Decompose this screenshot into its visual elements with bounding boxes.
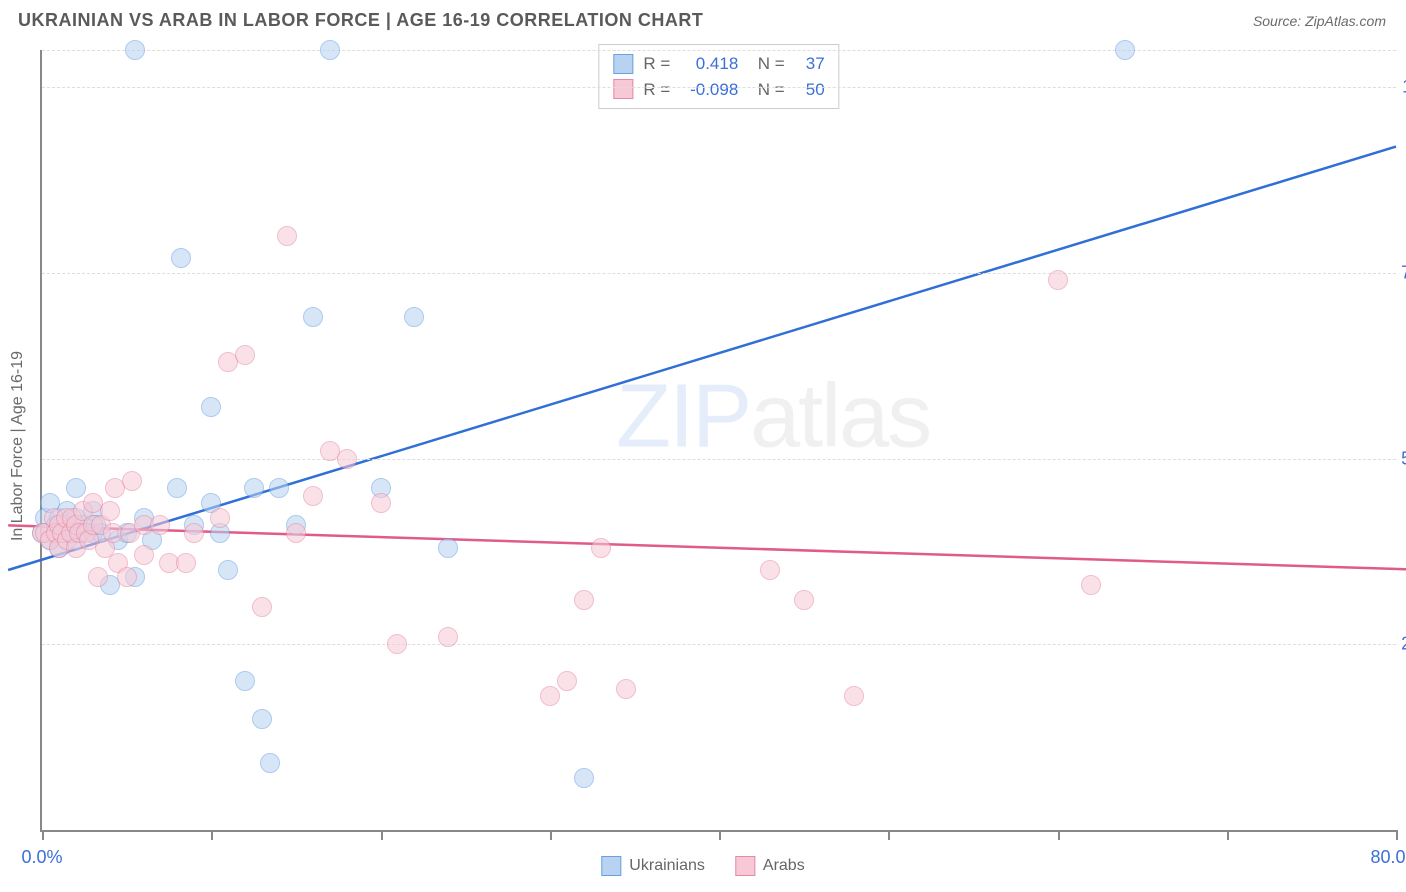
x-tick bbox=[211, 830, 213, 840]
scatter-point-arabs bbox=[100, 501, 120, 521]
trend-lines bbox=[42, 50, 1396, 830]
scatter-point-ukrainians bbox=[201, 397, 221, 417]
gridline-h bbox=[42, 644, 1396, 645]
scatter-point-arabs bbox=[387, 634, 407, 654]
scatter-point-arabs bbox=[88, 567, 108, 587]
n-label: N = bbox=[748, 77, 784, 103]
scatter-point-ukrainians bbox=[438, 538, 458, 558]
scatter-point-arabs bbox=[438, 627, 458, 647]
scatter-point-arabs bbox=[337, 449, 357, 469]
watermark: ZIPatlas bbox=[616, 365, 930, 468]
scatter-chart: ZIPatlas R = 0.418 N = 37 R = -0.098 N =… bbox=[40, 50, 1396, 832]
scatter-point-arabs bbox=[117, 567, 137, 587]
gridline-h bbox=[42, 459, 1396, 460]
scatter-point-ukrainians bbox=[404, 307, 424, 327]
scatter-point-arabs bbox=[134, 545, 154, 565]
y-tick-label: 25.0% bbox=[1401, 634, 1406, 655]
scatter-point-arabs bbox=[591, 538, 611, 558]
n-value-arabs: 50 bbox=[795, 77, 825, 103]
x-tick bbox=[42, 830, 44, 840]
scatter-point-ukrainians bbox=[125, 40, 145, 60]
scatter-point-ukrainians bbox=[244, 478, 264, 498]
x-tick bbox=[719, 830, 721, 840]
scatter-point-arabs bbox=[303, 486, 323, 506]
legend-swatch-arabs bbox=[735, 856, 755, 876]
x-tick bbox=[550, 830, 552, 840]
legend-item-arabs: Arabs bbox=[735, 856, 805, 876]
source-attribution: Source: ZipAtlas.com bbox=[1253, 13, 1386, 29]
x-tick bbox=[1227, 830, 1229, 840]
x-tick-label: 80.0% bbox=[1370, 847, 1406, 868]
y-axis-label: In Labor Force | Age 16-19 bbox=[9, 351, 27, 541]
scatter-point-arabs bbox=[122, 471, 142, 491]
scatter-point-ukrainians bbox=[66, 478, 86, 498]
scatter-point-arabs bbox=[557, 671, 577, 691]
scatter-point-arabs bbox=[210, 508, 230, 528]
legend: Ukrainians Arabs bbox=[601, 856, 804, 876]
r-label: R = bbox=[643, 77, 670, 103]
chart-header: UKRAINIAN VS ARAB IN LABOR FORCE | AGE 1… bbox=[0, 0, 1406, 39]
scatter-point-ukrainians bbox=[303, 307, 323, 327]
x-tick bbox=[381, 830, 383, 840]
watermark-prefix: ZIP bbox=[616, 366, 750, 466]
y-tick-label: 75.0% bbox=[1401, 262, 1406, 283]
scatter-point-ukrainians bbox=[252, 709, 272, 729]
scatter-point-arabs bbox=[235, 345, 255, 365]
chart-title: UKRAINIAN VS ARAB IN LABOR FORCE | AGE 1… bbox=[18, 10, 703, 31]
r-value-arabs: -0.098 bbox=[680, 77, 738, 103]
scatter-point-ukrainians bbox=[269, 478, 289, 498]
scatter-point-arabs bbox=[176, 553, 196, 573]
scatter-point-ukrainians bbox=[1115, 40, 1135, 60]
correlation-row-arabs: R = -0.098 N = 50 bbox=[613, 77, 824, 103]
scatter-point-ukrainians bbox=[320, 40, 340, 60]
legend-label-ukrainians: Ukrainians bbox=[629, 857, 705, 875]
scatter-point-arabs bbox=[574, 590, 594, 610]
correlation-row-ukrainians: R = 0.418 N = 37 bbox=[613, 51, 824, 77]
scatter-point-arabs bbox=[794, 590, 814, 610]
swatch-ukrainians bbox=[613, 54, 633, 74]
r-value-ukrainians: 0.418 bbox=[680, 51, 738, 77]
scatter-point-ukrainians bbox=[218, 560, 238, 580]
scatter-point-arabs bbox=[1048, 270, 1068, 290]
legend-swatch-ukrainians bbox=[601, 856, 621, 876]
scatter-point-arabs bbox=[371, 493, 391, 513]
r-label: R = bbox=[643, 51, 670, 77]
legend-label-arabs: Arabs bbox=[763, 857, 805, 875]
legend-item-ukrainians: Ukrainians bbox=[601, 856, 705, 876]
scatter-point-ukrainians bbox=[171, 248, 191, 268]
gridline-h bbox=[42, 273, 1396, 274]
scatter-point-arabs bbox=[844, 686, 864, 706]
scatter-point-arabs bbox=[540, 686, 560, 706]
scatter-point-arabs bbox=[616, 679, 636, 699]
scatter-point-ukrainians bbox=[167, 478, 187, 498]
scatter-point-arabs bbox=[252, 597, 272, 617]
x-tick bbox=[1058, 830, 1060, 840]
correlation-box: R = 0.418 N = 37 R = -0.098 N = 50 bbox=[598, 44, 839, 109]
scatter-point-arabs bbox=[286, 523, 306, 543]
scatter-point-arabs bbox=[1081, 575, 1101, 595]
n-value-ukrainians: 37 bbox=[795, 51, 825, 77]
y-tick-label: 100.0% bbox=[1402, 77, 1406, 98]
y-tick-label: 50.0% bbox=[1401, 448, 1406, 469]
x-tick bbox=[1396, 830, 1398, 840]
swatch-arabs bbox=[613, 79, 633, 99]
watermark-suffix: atlas bbox=[750, 366, 930, 466]
scatter-point-ukrainians bbox=[574, 768, 594, 788]
scatter-point-arabs bbox=[277, 226, 297, 246]
x-tick bbox=[888, 830, 890, 840]
scatter-point-ukrainians bbox=[260, 753, 280, 773]
scatter-point-arabs bbox=[760, 560, 780, 580]
x-tick-label: 0.0% bbox=[21, 847, 62, 868]
scatter-point-ukrainians bbox=[235, 671, 255, 691]
gridline-h bbox=[42, 87, 1396, 88]
scatter-point-arabs bbox=[184, 523, 204, 543]
scatter-point-arabs bbox=[150, 515, 170, 535]
n-label: N = bbox=[748, 51, 784, 77]
gridline-h bbox=[42, 50, 1396, 51]
